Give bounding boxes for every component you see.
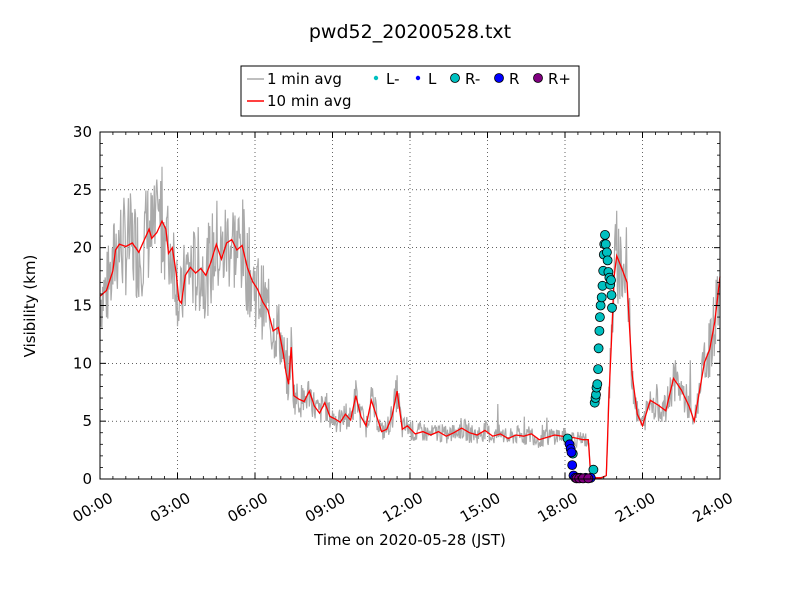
precipitation-markers [562, 229, 617, 484]
x-tick-label: 06:00 [225, 489, 271, 526]
marker-r-minus [593, 343, 604, 354]
ten-min-avg-series [99, 219, 721, 479]
y-tick-labels: 0 5 10 15 20 25 30 [73, 123, 92, 488]
legend-marker-r-minus [450, 73, 460, 83]
legend-box [240, 65, 580, 117]
plot-area [99, 131, 721, 484]
one-min-avg-series [99, 166, 720, 480]
marker-r-plus [583, 473, 594, 484]
marker-r-minus [606, 290, 617, 301]
legend-label-r-plus: R+ [548, 70, 571, 88]
legend-label-one-min: 1 min avg [267, 70, 342, 88]
marker-r-minus [595, 312, 605, 323]
marker-r-minus [588, 464, 599, 475]
x-tick-label: 24:00 [690, 489, 736, 526]
x-tick-label: 00:00 [70, 489, 116, 526]
y-tick-label: 0 [82, 470, 92, 488]
x-tick-label: 15:00 [457, 489, 503, 526]
legend-label-l-minus: L- [386, 70, 400, 88]
x-tick-label: 03:00 [147, 489, 193, 526]
marker-r [566, 447, 577, 458]
legend-marker-l-minus [373, 75, 379, 81]
marker-r-minus [607, 302, 617, 313]
marker-r-minus [606, 275, 616, 286]
y-tick-label: 30 [73, 123, 92, 141]
legend-label-r: R [509, 70, 519, 88]
ten-min-avg-line [99, 219, 721, 479]
legend-label-ten-min: 10 min avg [267, 92, 352, 110]
x-axis-label: Time on 2020-05-28 (JST) [313, 531, 506, 549]
marker-r-minus [595, 300, 606, 311]
marker-r-minus [600, 229, 610, 240]
y-tick-label: 25 [73, 181, 92, 199]
marker-r-minus [600, 239, 611, 250]
legend-marker-r [494, 73, 504, 83]
y-tick-label: 20 [73, 239, 92, 257]
x-tick-label: 12:00 [380, 489, 426, 526]
x-tick-labels: 00:00 03:00 06:00 09:00 12:00 15:00 18:00 21:00… [70, 489, 736, 526]
y-tick-label: 15 [73, 297, 92, 315]
legend-label-r-minus: R- [465, 70, 480, 88]
marker-r-minus [602, 255, 613, 266]
y-axis-label: Visibility (km) [21, 255, 39, 358]
one-min-avg-line [99, 166, 720, 480]
marker-r-minus [596, 292, 607, 303]
x-tick-label: 18:00 [535, 489, 581, 526]
legend-marker-l [415, 75, 421, 81]
chart-title: pwd52_20200528.txt [309, 21, 511, 43]
marker-r-minus [594, 325, 605, 336]
marker-r [567, 460, 578, 471]
marker-r-minus [592, 379, 603, 390]
y-tick-label: 10 [73, 354, 92, 372]
axis-ticks [99, 131, 721, 480]
legend-marker-r-plus [533, 73, 543, 83]
legend-label-l: L [428, 70, 437, 88]
x-tick-label: 21:00 [612, 489, 658, 526]
marker-r-minus [602, 247, 612, 258]
legend: 1 min avg L- L R- R R+ 10 min avg [240, 65, 580, 117]
x-tick-label: 09:00 [302, 489, 348, 526]
marker-r-minus [593, 364, 603, 375]
y-tick-label: 5 [82, 412, 92, 430]
